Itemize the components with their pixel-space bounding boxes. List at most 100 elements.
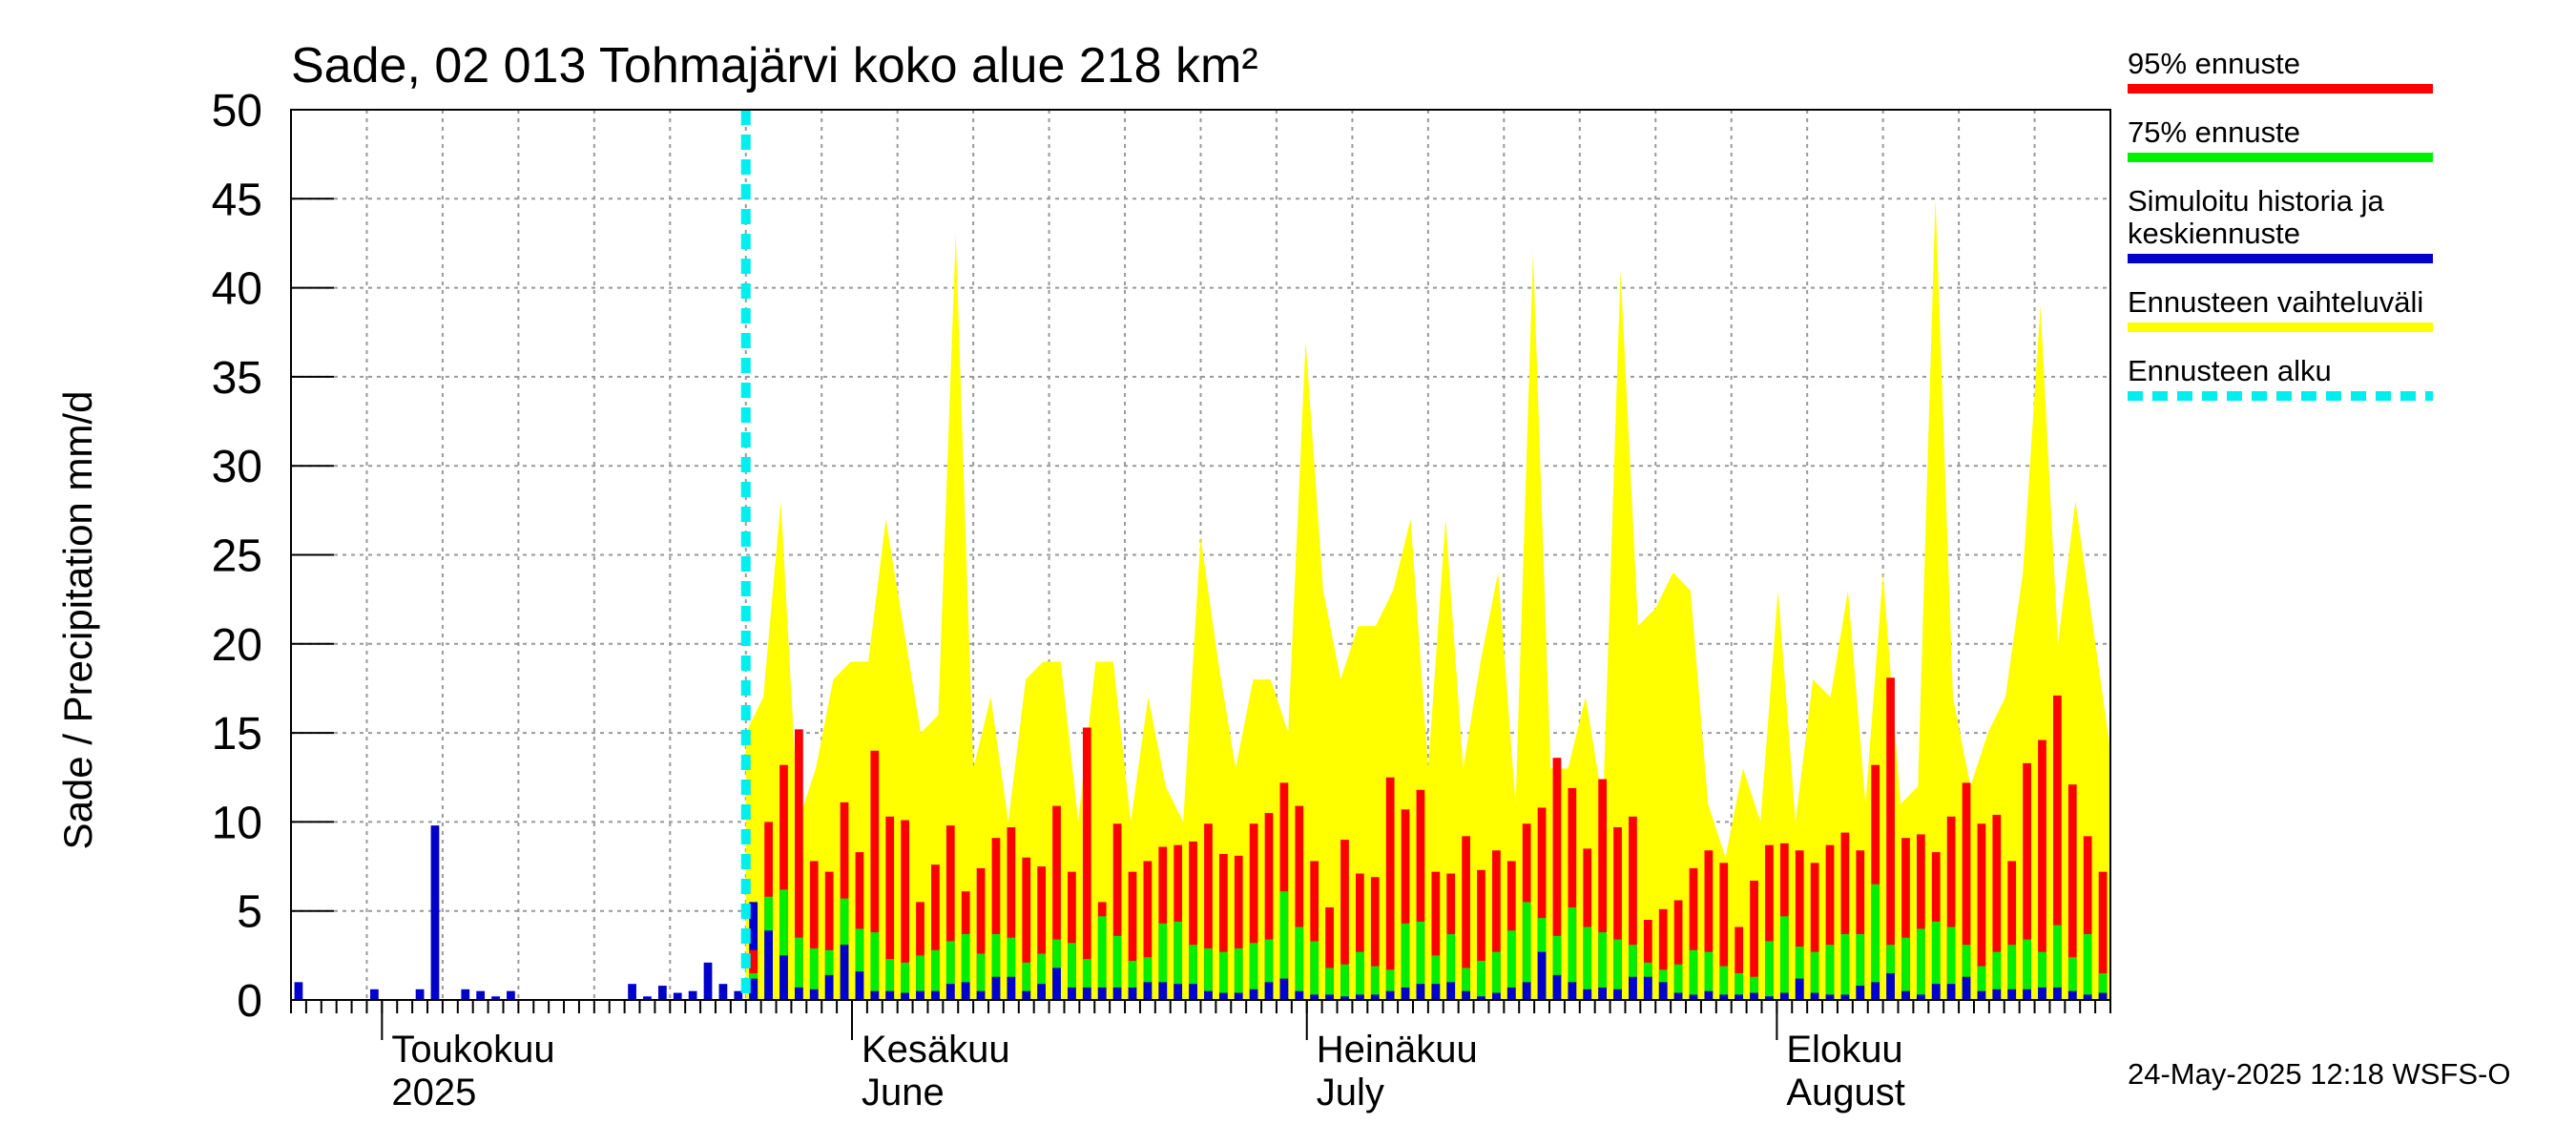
x-month-sublabel: July xyxy=(1317,1072,1384,1114)
forecast-75-bar xyxy=(1750,976,1758,1000)
forecast-median-bar xyxy=(961,982,970,1000)
forecast-95-bar xyxy=(1143,861,1153,1000)
forecast-75-bar xyxy=(1234,947,1243,1000)
forecast-median-bar xyxy=(1735,994,1744,1000)
forecast-median-bar xyxy=(885,990,895,1000)
chart-title: Sade, 02 013 Tohmajärvi koko alue 218 km… xyxy=(291,38,1258,94)
forecast-95-bar xyxy=(1370,877,1380,1000)
forecast-75-bar xyxy=(1355,951,1364,1000)
legend-swatch xyxy=(2128,391,2433,401)
forecast-75-bar xyxy=(1370,966,1380,1000)
forecast-95-bar xyxy=(2023,762,2031,1000)
forecast-75-bar xyxy=(1279,891,1289,1000)
forecast-95-bar xyxy=(1037,866,1047,1000)
forecast-75-bar xyxy=(855,928,864,1000)
forecast-median-bar xyxy=(1446,982,1456,1000)
forecast-95-bar xyxy=(2083,836,2092,1000)
forecast-75-bar xyxy=(1673,964,1683,1000)
forecast-75-bar xyxy=(1264,939,1274,1000)
forecast-75-bar xyxy=(1416,921,1425,1000)
forecast-median-bar xyxy=(1204,990,1213,1000)
forecast-75-bar xyxy=(1689,949,1698,1000)
forecast-median-bar xyxy=(1568,982,1577,1000)
forecast-median-bar xyxy=(1931,984,1941,1000)
forecast-median-bar xyxy=(1385,990,1395,1000)
y-tick-label: 0 xyxy=(237,976,262,1027)
history-bar xyxy=(643,996,652,1000)
forecast-median-bar xyxy=(1765,996,1774,1000)
legend-label: Simuloitu historia ja keskiennuste xyxy=(2128,184,2384,250)
forecast-95-bar xyxy=(1325,906,1334,1000)
forecast-75-bar xyxy=(1022,962,1031,1000)
history-bar xyxy=(370,989,379,1000)
forecast-75-bar xyxy=(1613,939,1622,1000)
forecast-95-bar xyxy=(1583,848,1592,1000)
history-bar xyxy=(430,825,440,1000)
x-month-sublabel: August xyxy=(1786,1072,1905,1114)
forecast-75-bar xyxy=(961,933,970,1000)
forecast-95-bar xyxy=(1431,871,1441,1000)
forecast-95-bar xyxy=(795,729,803,1000)
forecast-median-bar xyxy=(1462,990,1470,1000)
forecast-median-bar xyxy=(1158,982,1168,1000)
forecast-median-bar xyxy=(1022,990,1031,1000)
y-tick-label: 40 xyxy=(212,264,262,315)
forecast-median-bar xyxy=(855,971,864,1000)
forecast-95-bar xyxy=(1810,863,1819,1000)
forecast-median-bar xyxy=(1583,989,1592,1000)
forecast-95-bar xyxy=(2053,695,2062,1000)
forecast-95-bar xyxy=(1401,809,1410,1000)
forecast-median-bar xyxy=(1825,994,1835,1000)
forecast-median-bar xyxy=(1234,992,1243,1000)
forecast-95-bar xyxy=(1128,871,1137,1000)
legend: 95% ennuste 75% ennuste Simuloitu historia… xyxy=(2128,48,2433,401)
forecast-75-bar xyxy=(1037,953,1047,1000)
forecast-95-bar xyxy=(2007,861,2017,1000)
forecast-75-bar xyxy=(1401,923,1410,1000)
forecast-95-bar xyxy=(1750,880,1758,1000)
forecast-75-bar xyxy=(1856,933,1865,1000)
forecast-median-bar xyxy=(1477,996,1485,1000)
y-tick-label: 45 xyxy=(212,175,262,225)
forecast-median-bar xyxy=(1962,976,1971,1000)
forecast-95-bar xyxy=(1218,853,1228,1000)
forecast-95-bar xyxy=(1310,861,1319,1000)
forecast-75-bar xyxy=(1068,943,1076,1000)
forecast-95-bar xyxy=(2038,739,2046,1000)
legend-label: Ennusteen alku xyxy=(2128,354,2332,387)
forecast-95-bar xyxy=(1462,836,1470,1000)
forecast-75-bar xyxy=(2038,951,2046,1000)
forecast-75-bar xyxy=(1340,964,1349,1000)
forecast-75-bar xyxy=(1158,923,1168,1000)
forecast-95-bar xyxy=(1264,813,1274,1000)
forecast-median-bar xyxy=(1037,984,1047,1000)
history-bar xyxy=(461,989,470,1000)
forecast-95-bar xyxy=(885,816,895,1000)
forecast-median-bar xyxy=(1355,994,1364,1000)
forecast-75-bar xyxy=(1719,966,1729,1000)
forecast-75-bar xyxy=(779,889,788,1000)
x-month-label: Heinäkuu xyxy=(1317,1029,1478,1071)
forecast-95-bar xyxy=(1719,863,1729,1000)
forecast-75-bar xyxy=(1840,933,1850,1000)
forecast-median-bar xyxy=(1673,992,1683,1000)
forecast-75-bar xyxy=(2007,945,2017,1000)
forecast-95-bar xyxy=(1916,834,1925,1000)
forecast-median-bar xyxy=(1112,987,1122,1000)
forecast-75-bar xyxy=(1946,926,1956,1000)
forecast-median-bar xyxy=(1704,990,1714,1000)
forecast-75-bar xyxy=(1871,884,1880,1000)
forecast-95-bar xyxy=(1082,727,1091,1000)
forecast-95-bar xyxy=(1022,857,1031,1000)
legend-swatch xyxy=(2128,153,2433,162)
forecast-95-bar xyxy=(1962,782,1971,1000)
forecast-75-bar xyxy=(1977,966,1986,1000)
forecast-95-bar xyxy=(870,750,880,1000)
legend-item: Ennusteen vaihteluväli xyxy=(2128,286,2433,332)
forecast-95-bar xyxy=(1977,823,1986,1000)
forecast-95-bar xyxy=(945,825,955,1000)
forecast-95-bar xyxy=(1704,850,1714,1000)
forecast-median-bar xyxy=(1506,987,1516,1000)
forecast-95-bar xyxy=(1871,764,1880,1000)
forecast-median-bar xyxy=(1689,994,1698,1000)
